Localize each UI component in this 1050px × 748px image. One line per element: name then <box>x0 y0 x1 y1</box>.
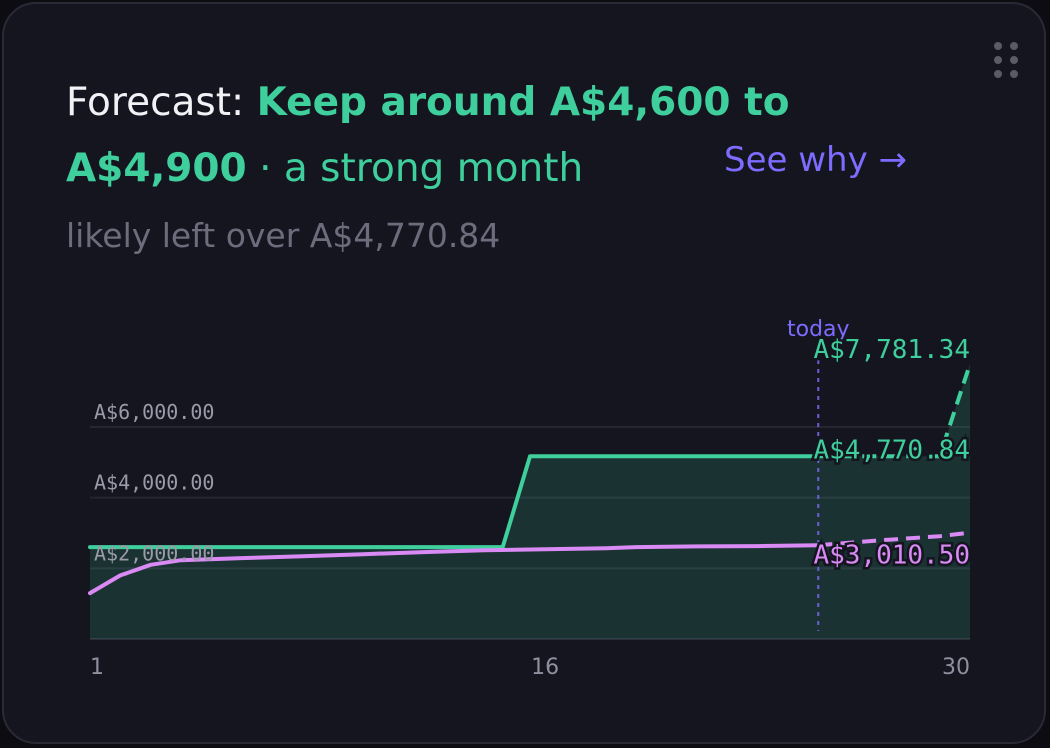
see-why-link[interactable]: See why → <box>724 140 907 180</box>
y-tick-label: A$2,000.00 <box>94 541 214 565</box>
x-tick-label: 30 <box>942 655 970 680</box>
drag-handle-icon[interactable] <box>994 42 1020 82</box>
forecast-headline: Forecast: Keep around A$4,600 to A$4,900… <box>66 70 946 202</box>
area-layer <box>90 364 970 639</box>
spend-end-label: A$3,010.50 <box>813 540 970 570</box>
today-label: today <box>787 317 850 342</box>
label-layer: A$2,000.00 A$4,000.00 A$6,000.00 1 16 30 A$7,7… <box>90 333 973 681</box>
balance-area <box>90 364 970 639</box>
y-tick-label: A$4,000.00 <box>94 471 214 495</box>
spend-forecast-line <box>818 530 971 548</box>
x-tick-label: 16 <box>531 655 559 680</box>
today-layer: today <box>787 317 850 631</box>
month-assessment: · a strong month <box>246 146 584 191</box>
x-tick-label: 1 <box>90 655 104 680</box>
forecast-chart: today A$2,000.00 A$4,000.00 A$6,000.00 1 16 3… <box>88 317 973 681</box>
balance-end-label: A$4,770.84 <box>813 435 970 465</box>
y-tick-label: A$6,000.00 <box>94 400 214 424</box>
balance-high-label: A$7,781.34 <box>813 335 970 365</box>
headline-prefix: Forecast: <box>66 80 257 125</box>
grid-layer <box>90 425 970 640</box>
balance-actual-line <box>88 454 821 550</box>
balance-forecast-line <box>818 363 972 459</box>
leftover-subtitle: likely left over A$4,770.84 <box>66 216 501 255</box>
spend-actual-line <box>88 543 821 596</box>
forecast-range: Keep around A$4,600 to A$4,900 <box>66 80 790 191</box>
line-layer <box>88 363 972 596</box>
